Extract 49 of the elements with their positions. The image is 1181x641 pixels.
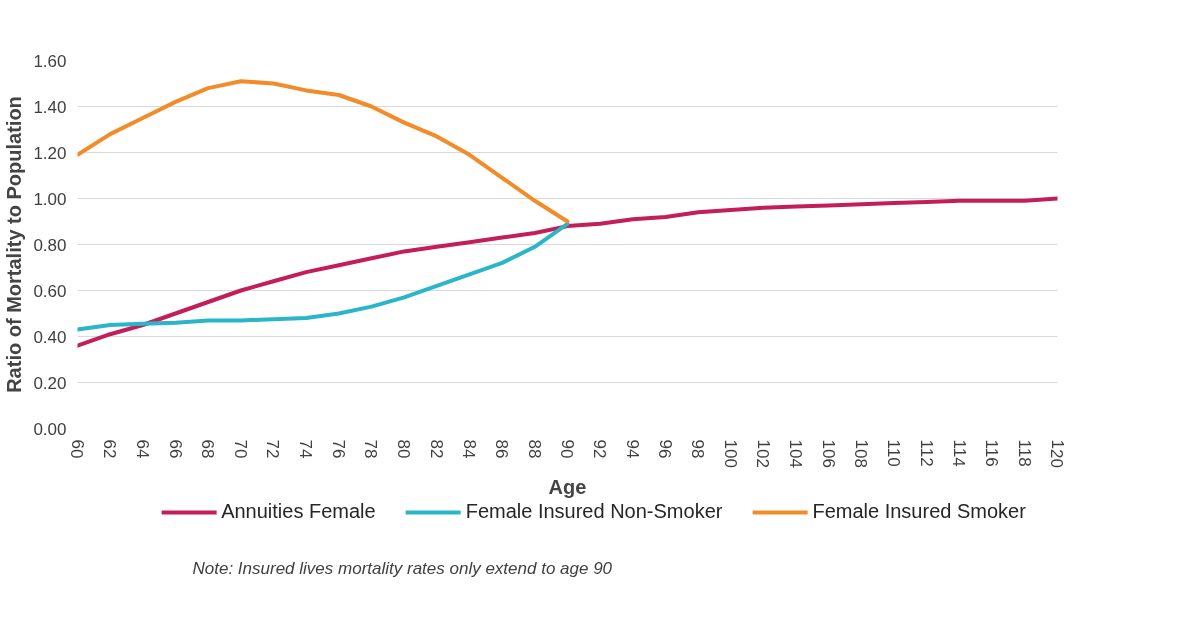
x-tick-label: 88 (524, 439, 544, 459)
y-tick-label: 0.00 (33, 419, 67, 439)
x-tick-label: 102 (753, 439, 773, 468)
x-tick-label: 104 (786, 439, 806, 468)
y-axis-title: Ratio of Mortality to Population (3, 96, 26, 393)
x-tick-label: 72 (263, 439, 283, 459)
x-tick-label: 74 (296, 439, 316, 459)
x-tick-label: 66 (165, 439, 185, 459)
x-tick-label: 60 (67, 439, 87, 459)
x-tick-label: 108 (851, 439, 871, 468)
legend-label: Annuities Female (221, 500, 376, 523)
y-tick-label: 1.60 (33, 51, 67, 71)
x-tick-label: 64 (132, 439, 152, 459)
line-series (77, 79, 570, 224)
x-tick-label: 110 (884, 439, 904, 467)
y-tick-label: 1.20 (33, 143, 67, 163)
y-tick-label: 0.20 (33, 373, 67, 393)
x-tick-label: 92 (590, 439, 610, 459)
y-tick-label: 1.40 (33, 97, 67, 117)
y-tick-label: 0.60 (33, 281, 67, 301)
x-tick-label: 100 (720, 439, 740, 468)
line-series (77, 221, 570, 332)
x-tick-label: 94 (622, 439, 642, 459)
y-tick-label: 0.80 (33, 235, 67, 255)
legend-label: Female Insured Smoker (812, 500, 1026, 523)
x-tick-label: 76 (328, 439, 348, 459)
x-tick-label: 84 (459, 439, 479, 459)
y-tick-label: 1.00 (33, 189, 67, 209)
x-tick-label: 70 (230, 439, 250, 459)
x-tick-label: 68 (198, 439, 218, 459)
x-tick-label: 120 (1047, 439, 1067, 468)
x-tick-label: 112 (916, 439, 936, 467)
x-tick-label: 90 (557, 439, 577, 459)
x-tick-label: 80 (394, 439, 414, 459)
x-axis-title: Age (548, 475, 587, 498)
legend-label: Female Insured Non-Smoker (465, 500, 723, 523)
x-tick-label: 98 (688, 439, 708, 459)
x-tick-label: 106 (818, 439, 838, 468)
text: Note: Insured lives mortality rates only extend to age 90 (192, 558, 613, 578)
x-tick-label: 82 (426, 439, 446, 459)
line-series (77, 196, 1058, 348)
x-tick-label: 86 (492, 439, 512, 459)
x-tick-label: 114 (949, 439, 969, 467)
x-tick-label: 62 (100, 439, 120, 459)
x-tick-label: 78 (361, 439, 381, 459)
x-tick-label: 118 (1014, 439, 1034, 467)
y-tick-label: 0.40 (33, 327, 67, 347)
x-tick-label: 96 (655, 439, 675, 459)
x-tick-label: 116 (982, 439, 1002, 467)
